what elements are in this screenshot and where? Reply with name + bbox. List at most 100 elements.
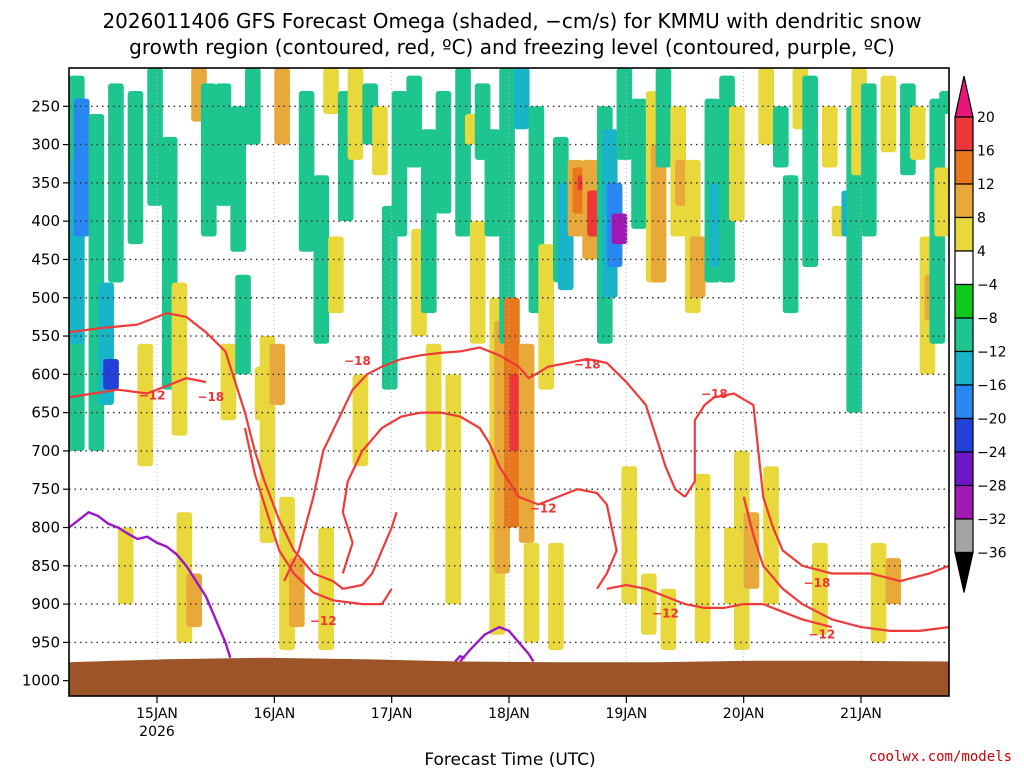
y-tick-label: 550 <box>31 327 60 345</box>
chart-title-line-2: growth region (contoured, red, ºC) and f… <box>129 35 895 59</box>
colorbar-label: −28 <box>977 479 1007 495</box>
dgz-contour-label: −18 <box>344 354 371 368</box>
colorbar-label: −32 <box>977 512 1007 528</box>
dgz-contour-line <box>341 411 618 590</box>
y-tick-label: 700 <box>31 442 60 460</box>
y-tick-label: 750 <box>31 480 60 498</box>
freezing-level-contour <box>69 510 232 659</box>
omega-shade-cell <box>73 98 90 237</box>
y-tick-label: 650 <box>31 404 60 422</box>
colorbar-label: −24 <box>977 445 1007 461</box>
omega-shade-cell <box>381 205 398 390</box>
omega-shade-cell <box>650 144 667 283</box>
omega-shade-cell <box>909 106 926 160</box>
colorbar-label: −12 <box>977 345 1007 361</box>
x-tick-label: 15JAN <box>136 706 178 722</box>
omega-shade-cell <box>523 542 540 643</box>
dgz-contour-line <box>762 603 832 629</box>
omega-shade-cell <box>455 68 471 237</box>
omega-shade-cell <box>616 68 633 160</box>
omega-shade-cell <box>518 343 535 543</box>
omega-shade-cell <box>103 359 119 390</box>
colorbar-label: −4 <box>977 278 998 294</box>
x-tick-label: 21JAN <box>840 706 882 722</box>
dgz-contour-label: −18 <box>574 358 601 372</box>
omega-shade-cell <box>548 542 564 651</box>
colorbar-swatch <box>954 484 974 520</box>
omega-shade-cell <box>186 573 202 628</box>
colorbar: 20 16 12 8 4 −4 −8 −12 −16 −20 −24 −28 −32 −36 <box>954 75 1007 593</box>
omega-shade-cell <box>274 68 290 145</box>
omega-shade-cell <box>729 106 745 222</box>
colorbar-swatch <box>954 283 974 319</box>
omega-shade-cell <box>694 473 711 643</box>
colorbar-label: 8 <box>977 211 986 227</box>
colorbar-swatch <box>954 451 974 487</box>
y-tick-label: 500 <box>31 289 60 307</box>
omega-shade-cell <box>298 90 315 252</box>
omega-shade-cell <box>484 129 501 237</box>
colorbar-swatch <box>954 518 974 554</box>
dgz-contour-label: −18 <box>701 387 728 401</box>
dgz-contour-label: −12 <box>530 502 557 516</box>
omega-shade-cell <box>318 527 334 651</box>
omega-shade-cell <box>117 527 134 605</box>
y-tick-label: 400 <box>31 212 60 230</box>
omega-shade-cell <box>328 236 344 314</box>
omega-shade-cell <box>230 106 246 252</box>
omega-shade-cell <box>352 374 369 467</box>
y-tick-label: 300 <box>31 136 60 154</box>
y-tick-label: 850 <box>31 557 60 575</box>
omega-shade-cell <box>499 68 515 344</box>
colorbar-swatch <box>954 149 974 185</box>
colorbar-label: 16 <box>977 144 995 160</box>
omega-shade-cell <box>611 213 628 245</box>
y-tick-label: 350 <box>31 174 60 192</box>
omega-shade-cell <box>870 542 887 643</box>
omega-shade-cell <box>861 83 877 237</box>
colorbar-label: 20 <box>977 110 995 126</box>
colorbar-label: 12 <box>977 177 995 193</box>
omega-shade-cell <box>880 75 897 153</box>
omega-shade-cell <box>406 75 422 168</box>
dgz-contour-label: −12 <box>652 607 679 621</box>
colorbar-swatch <box>954 116 974 152</box>
colorbar-swatch <box>954 350 974 386</box>
omega-shade-cell <box>347 68 364 160</box>
omega-shade-cell <box>655 68 672 168</box>
omega-shade-cell <box>171 282 188 436</box>
omega-shade-cell <box>372 106 388 176</box>
y-tick-label: 950 <box>31 633 60 651</box>
dgz-contour-line <box>742 496 949 632</box>
plot-area: −12 −18 −12 −18 −12 −18 −18 −12 −18 −12 <box>69 68 949 696</box>
omega-shade-cell <box>689 236 706 298</box>
colorbar-swatch <box>954 250 974 286</box>
omega-shade-cell <box>782 175 799 314</box>
omega-shade-cell <box>821 106 838 168</box>
x-tick-label: 17JAN <box>371 706 413 722</box>
colorbar-label: −36 <box>977 546 1007 562</box>
omega-shade-cell <box>773 106 789 168</box>
omega-shade-cell <box>220 343 237 421</box>
omega-shade-cell <box>934 167 949 237</box>
omega-shade-cell <box>885 558 902 605</box>
colorbar-swatch <box>954 216 974 252</box>
freezing-level-contour <box>459 625 535 663</box>
omega-shade-cell <box>939 90 949 114</box>
omega-shade-cell <box>323 68 339 114</box>
dgz-contour-line <box>606 583 764 609</box>
x-tick-label: 19JAN <box>605 706 647 722</box>
dgz-contour-label: −12 <box>139 388 166 402</box>
omega-shade-cell <box>235 274 251 375</box>
omega-shade-cell <box>743 512 760 589</box>
omega-shade-cell <box>147 68 163 206</box>
dgz-contour-label: −12 <box>310 614 337 628</box>
omega-shade-cell <box>269 343 286 405</box>
omega-shade-cell <box>108 83 124 283</box>
omega-shade-cell <box>621 466 638 605</box>
omega-shade-cell <box>631 98 647 229</box>
omega-shade-cell <box>421 129 437 314</box>
omega-shade-cell <box>435 90 452 214</box>
omega-shade-cell <box>425 343 442 451</box>
y-tick-label: 900 <box>31 595 60 613</box>
